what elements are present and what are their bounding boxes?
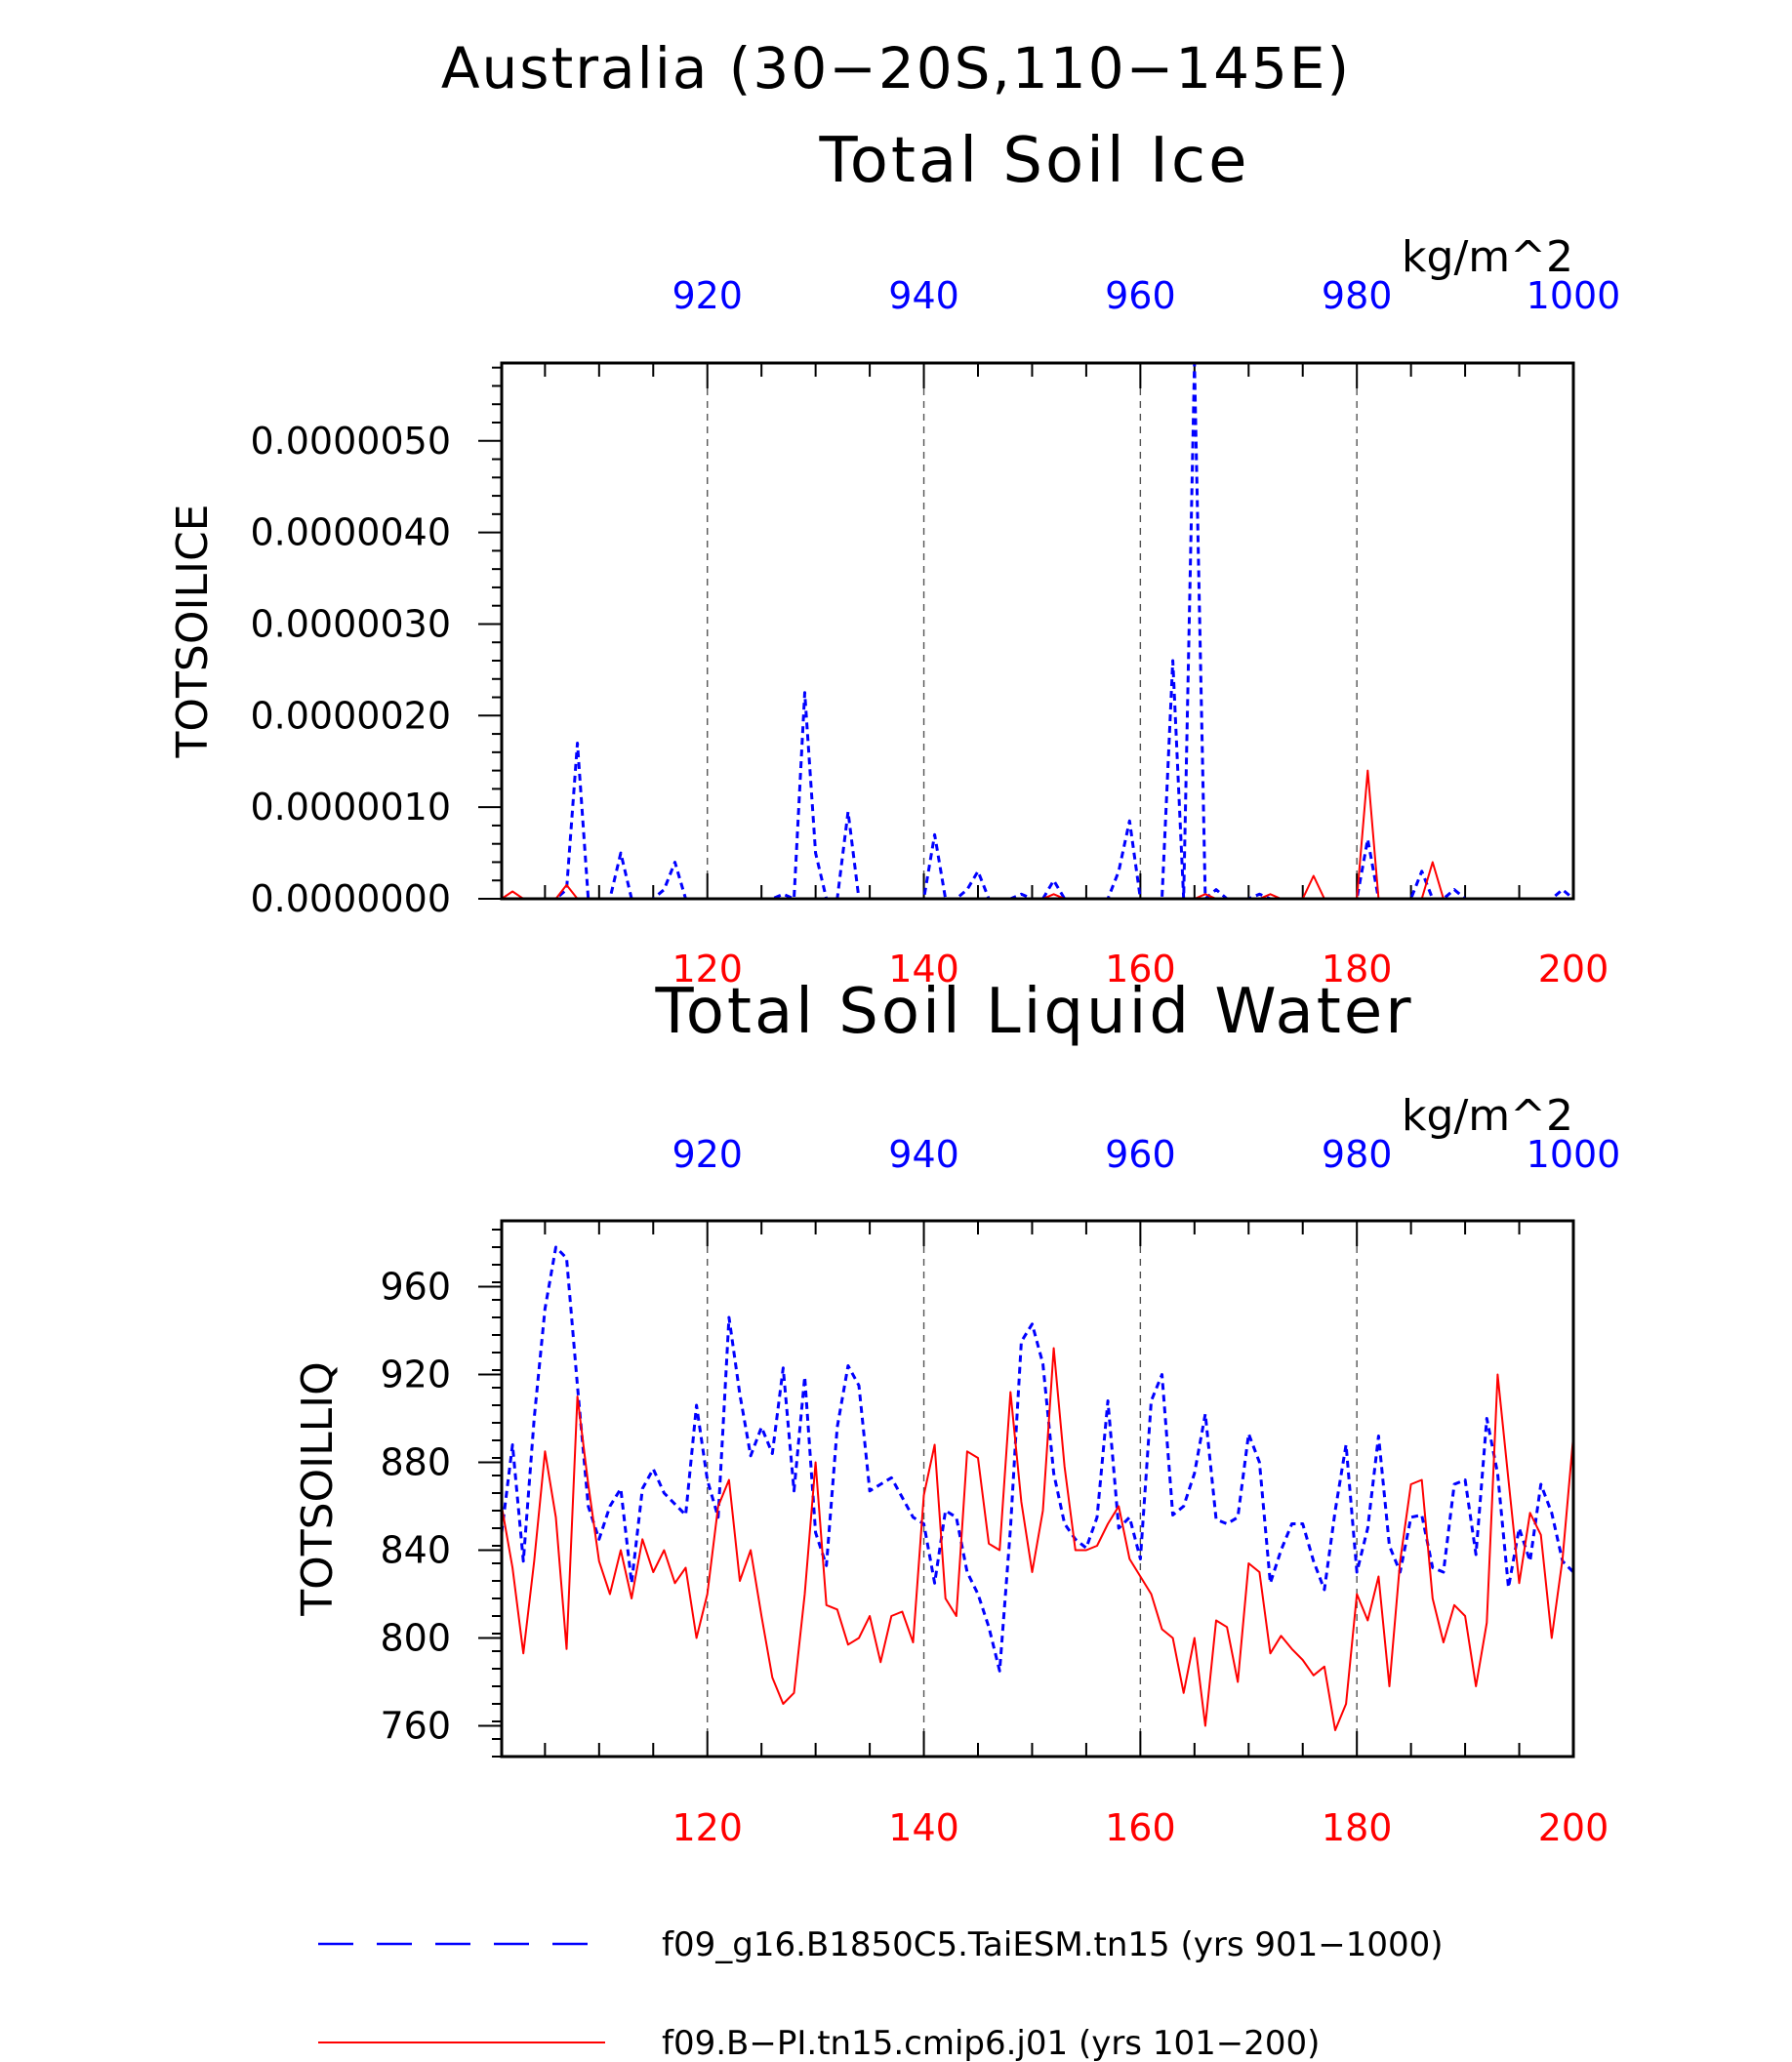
y-tick-label: 0.0000030	[251, 602, 452, 645]
x-bottom-tick-label: 140	[888, 1806, 959, 1849]
y-tick-label: 960	[380, 1266, 451, 1309]
series-line-taiesm	[502, 1245, 1573, 1673]
x-bottom-tick-label: 140	[888, 948, 959, 991]
series-line-cmip6	[502, 1347, 1573, 1731]
y-tick-label: 0.0000020	[251, 694, 452, 737]
y-axis-label: TOTSOILICE	[168, 505, 218, 759]
x-top-tick-label: 960	[1105, 274, 1176, 317]
x-bottom-tick-label: 120	[672, 948, 743, 991]
legend: f09_g16.B1850C5.TaiESM.tn15 (yrs 901−100…	[318, 1925, 1444, 2062]
y-tick-label: 0.0000010	[251, 786, 452, 829]
panel-title: Total Soil Ice	[819, 125, 1250, 197]
x-top-tick-label: 980	[1322, 274, 1393, 317]
series-line-cmip6	[502, 769, 1573, 899]
x-top-tick-label: 1000	[1527, 274, 1621, 317]
x-bottom-tick-label: 160	[1105, 948, 1176, 991]
legend-label-cmip6: f09.B−PI.tn15.cmip6.j01 (yrs 101−200)	[662, 2024, 1320, 2062]
x-top-tick-label: 940	[888, 1133, 959, 1176]
y-tick-label: 840	[380, 1529, 451, 1572]
x-top-tick-label: 960	[1105, 1133, 1176, 1176]
units-label: kg/m^2	[1402, 1091, 1573, 1141]
y-axis-label: TOTSOILLIQ	[293, 1361, 343, 1617]
x-bottom-tick-label: 160	[1105, 1806, 1176, 1849]
y-tick-label: 760	[380, 1705, 451, 1748]
plot-frame	[500, 1219, 1575, 1759]
y-tick-label: 0.0000040	[251, 511, 452, 554]
plot-frame	[500, 361, 1575, 901]
x-bottom-tick-label: 120	[672, 1806, 743, 1849]
x-bottom-tick-label: 200	[1538, 948, 1609, 991]
y-tick-label: 920	[380, 1354, 451, 1396]
units-label: kg/m^2	[1402, 232, 1573, 282]
x-bottom-tick-label: 200	[1538, 1806, 1609, 1849]
figure-title: Australia (30−20S,110−145E)	[441, 35, 1351, 101]
series-line-taiesm	[502, 363, 1573, 899]
x-top-tick-label: 940	[888, 274, 959, 317]
legend-label-taiesm: f09_g16.B1850C5.TaiESM.tn15 (yrs 901−100…	[662, 1925, 1444, 1964]
y-tick-label: 0.0000000	[251, 877, 452, 920]
panel-title: Total Soil Liquid Water	[654, 976, 1413, 1048]
y-tick-label: 800	[380, 1617, 451, 1660]
x-bottom-tick-label: 180	[1322, 1806, 1393, 1849]
panel-total-soil-liquid-water: Total Soil Liquid Water kg/m^2 760 800 840 88…	[293, 976, 1620, 1849]
y-tick-label: 880	[380, 1441, 451, 1484]
panel-total-soil-ice: Total Soil Ice kg/m^2 0.0000000 0.0000010 0.…	[168, 125, 1620, 991]
x-top-tick-label: 1000	[1527, 1133, 1621, 1176]
x-top-tick-label: 920	[672, 274, 743, 317]
x-bottom-tick-label: 180	[1322, 948, 1393, 991]
x-top-tick-label: 920	[672, 1133, 743, 1176]
y-tick-label: 0.0000050	[251, 420, 452, 463]
x-top-tick-label: 980	[1322, 1133, 1393, 1176]
